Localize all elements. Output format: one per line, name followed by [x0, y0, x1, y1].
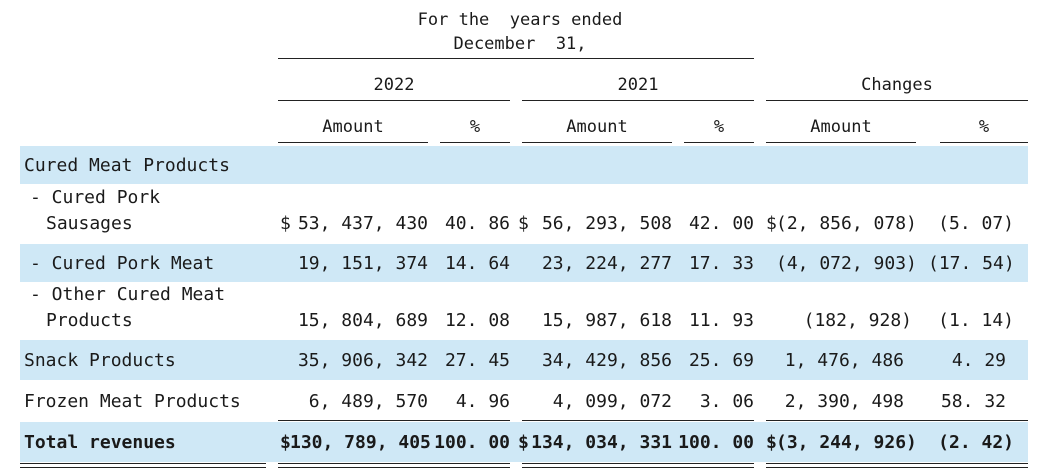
column-header-2021: 2021: [617, 75, 659, 95]
pct-2022: 27. 45: [444, 350, 510, 371]
pct-change: (1. 14): [938, 310, 1014, 331]
amount-2021: 4, 099, 072: [552, 391, 672, 412]
amount-2021: 56, 293, 508: [541, 213, 672, 234]
row-band-total: [20, 422, 1028, 462]
row-band-snack: [20, 340, 1028, 380]
row-label: Cured Meat Products: [24, 155, 230, 176]
row-band-cured-meat: [20, 146, 1028, 184]
period-underline: [278, 58, 754, 59]
total-pct-2021: 100. 00: [678, 432, 754, 453]
pct-2022: 40. 86: [444, 213, 510, 234]
subtotal-rule-2022: [278, 420, 510, 421]
total-label: Total revenues: [24, 432, 176, 453]
period-header-line1: For the years ended: [417, 10, 623, 30]
pct-change: (17. 54): [928, 253, 1015, 274]
underline-2022: [278, 100, 510, 101]
underline-amount-2021: [522, 142, 672, 143]
total-pct-2022: 100. 00: [434, 432, 510, 453]
pct-header-changes: %: [978, 117, 990, 137]
total-amount-2022: 130, 789, 405: [290, 432, 431, 453]
total-double-rule-2022: [278, 463, 510, 468]
total-double-rule-2021: [522, 463, 754, 468]
currency-symbol: $: [518, 213, 529, 234]
total-double-rule-changes: [766, 463, 1028, 468]
period-header-line2: December 31,: [453, 34, 587, 54]
currency-symbol: $: [766, 213, 777, 234]
subtotal-rule-2021: [522, 420, 754, 421]
underline-amount-2022: [278, 142, 428, 143]
currency-symbol: $: [280, 213, 291, 234]
total-amount-2021: 134, 034, 331: [531, 432, 672, 453]
amount-2021: 15, 987, 618: [541, 310, 672, 331]
amount-2022: 6, 489, 570: [308, 391, 428, 412]
amount-change: 1, 476, 486: [784, 350, 904, 371]
row-label: Frozen Meat Products: [24, 391, 241, 412]
pct-2021: 3. 06: [699, 391, 754, 412]
amount-2022: 53, 437, 430: [297, 213, 428, 234]
amount-2021: 34, 429, 856: [541, 350, 672, 371]
amount-change: (2, 856, 078): [776, 213, 917, 234]
row-label-line2: Products: [46, 310, 133, 331]
underline-changes: [766, 100, 1028, 101]
total-double-rule-label: [20, 463, 266, 468]
amount-header-changes: Amount: [810, 117, 872, 137]
currency-symbol: $: [518, 432, 529, 453]
pct-change: (5. 07): [938, 213, 1014, 234]
underline-amount-changes: [766, 142, 916, 143]
pct-change: 58. 32: [940, 391, 1006, 412]
pct-2021: 11. 93: [688, 310, 754, 331]
underline-pct-2022: [440, 142, 510, 143]
row-label-line1: - Cured Pork: [30, 187, 161, 208]
subtotal-rule-changes: [766, 420, 1028, 421]
currency-symbol: $: [280, 432, 291, 453]
amount-change: (4, 072, 903): [776, 253, 917, 274]
row-label-line2: Sausages: [46, 213, 133, 234]
column-header-2022: 2022: [373, 75, 415, 95]
amount-2021: 23, 224, 277: [541, 253, 672, 274]
currency-symbol: $: [766, 432, 777, 453]
pct-2021: 17. 33: [688, 253, 754, 274]
amount-header-2022: Amount: [322, 117, 384, 137]
amount-change: (182, 928): [803, 310, 912, 331]
amount-change: 2, 390, 498: [784, 391, 904, 412]
total-pct-change: (2. 42): [938, 432, 1014, 453]
row-label: - Cured Pork Meat: [30, 253, 215, 274]
underline-pct-2021: [684, 142, 754, 143]
amount-header-2021: Amount: [566, 117, 628, 137]
pct-2021: 25. 69: [688, 350, 754, 371]
pct-header-2022: %: [469, 117, 481, 137]
row-label: Snack Products: [24, 350, 176, 371]
pct-header-2021: %: [713, 117, 725, 137]
pct-2022: 12. 08: [444, 310, 510, 331]
row-label-line1: - Other Cured Meat: [30, 284, 226, 305]
underline-2021: [522, 100, 754, 101]
pct-2021: 42. 00: [688, 213, 754, 234]
total-amount-change: (3, 244, 926): [776, 432, 917, 453]
amount-2022: 15, 804, 689: [297, 310, 428, 331]
pct-2022: 14. 64: [444, 253, 510, 274]
amount-2022: 19, 151, 374: [297, 253, 428, 274]
amount-2022: 35, 906, 342: [297, 350, 428, 371]
row-band-cured-pork-meat: [20, 244, 1028, 282]
column-header-changes: Changes: [861, 75, 933, 95]
pct-change: 4. 29: [951, 350, 1006, 371]
pct-2022: 4. 96: [455, 391, 510, 412]
underline-pct-changes: [940, 142, 1028, 143]
